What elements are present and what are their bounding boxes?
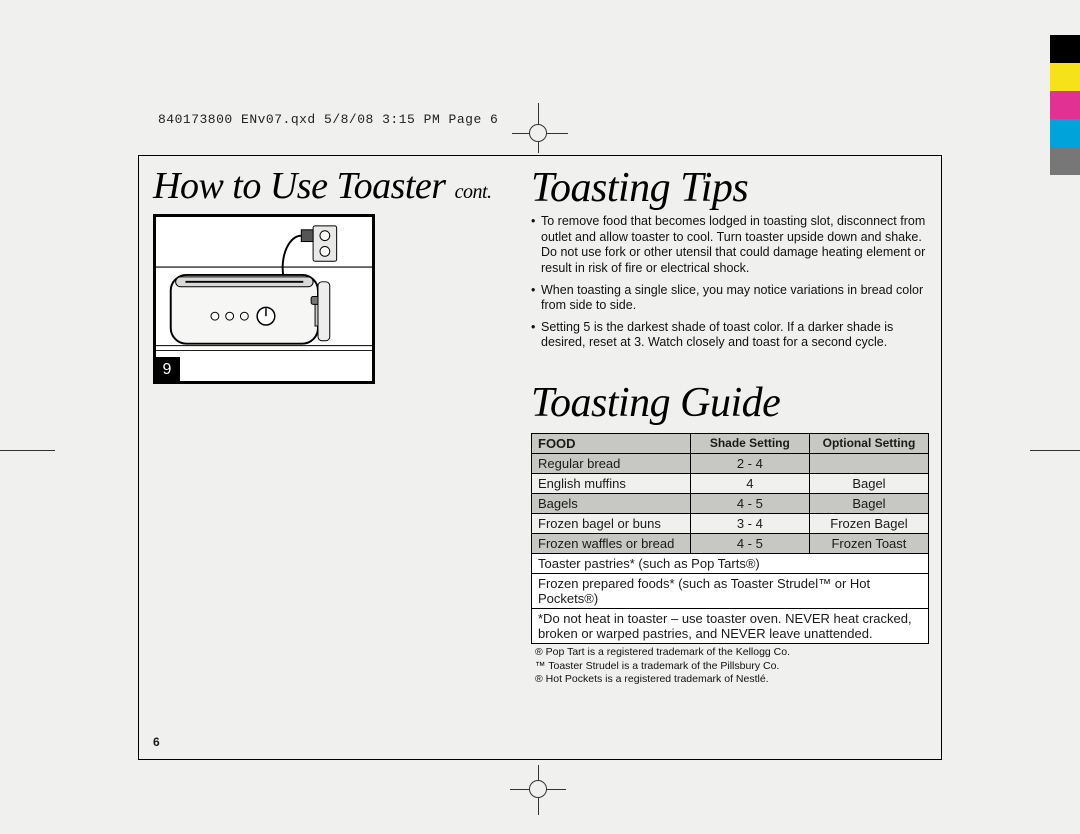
cell-food: Bagels <box>532 494 691 514</box>
tip-item: •Setting 5 is the darkest shade of toast… <box>531 320 929 351</box>
table-row: Frozen prepared foods* (such as Toaster … <box>532 574 929 609</box>
cell-shade: 4 <box>690 474 809 494</box>
cell-food: Frozen bagel or buns <box>532 514 691 534</box>
table-row: *Do not heat in toaster – use toaster ov… <box>532 609 929 644</box>
section-title-how-to-use: How to Use Toaster cont. <box>153 164 523 208</box>
col-header-shade: Shade Setting <box>690 434 809 454</box>
footnotes: ® Pop Tart is a registered trademark of … <box>531 646 929 687</box>
footnote: ™ Toaster Strudel is a trademark of the … <box>535 660 929 674</box>
swatch <box>1050 91 1080 119</box>
table-row: English muffins 4 Bagel <box>532 474 929 494</box>
cell-opt: Bagel <box>809 474 928 494</box>
cell-food: Frozen waffles or bread <box>532 534 691 554</box>
table-row: Frozen waffles or bread 4 - 5 Frozen Toa… <box>532 534 929 554</box>
figure-box: 9 <box>153 214 375 384</box>
tip-text: To remove food that becomes lodged in to… <box>541 214 929 277</box>
footnote: ® Pop Tart is a registered trademark of … <box>535 646 929 660</box>
span-note: *Do not heat in toaster – use toaster ov… <box>532 609 929 644</box>
left-column: How to Use Toaster cont. <box>153 164 523 384</box>
cell-opt <box>809 454 928 474</box>
tip-item: •When toasting a single slice, you may n… <box>531 283 929 314</box>
page-number: 6 <box>153 735 160 749</box>
footnote: ® Hot Pockets is a registered trademark … <box>535 673 929 687</box>
cell-opt: Frozen Toast <box>809 534 928 554</box>
page-frame: How to Use Toaster cont. <box>138 155 942 760</box>
col-header-food: FOOD <box>532 434 691 454</box>
swatch <box>1050 63 1080 91</box>
print-file-header: 840173800 ENv07.qxd 5/8/08 3:15 PM Page … <box>158 112 498 127</box>
span-note: Frozen prepared foods* (such as Toaster … <box>532 574 929 609</box>
tip-text: When toasting a single slice, you may no… <box>541 283 929 314</box>
section-title-tips: Toasting Tips <box>531 164 929 212</box>
cell-food: English muffins <box>532 474 691 494</box>
figure-number-label: 9 <box>154 357 180 383</box>
cell-opt: Bagel <box>809 494 928 514</box>
tip-text: Setting 5 is the darkest shade of toast … <box>541 320 929 351</box>
swatch <box>1050 119 1080 147</box>
table-row: Bagels 4 - 5 Bagel <box>532 494 929 514</box>
crop-mark-top <box>529 124 547 142</box>
cell-shade: 3 - 4 <box>690 514 809 534</box>
right-column: Toasting Tips •To remove food that becom… <box>531 164 929 687</box>
title-text: How to Use Toaster <box>153 165 455 207</box>
table-row: Toaster pastries* (such as Pop Tarts®) <box>532 554 929 574</box>
section-title-guide: Toasting Guide <box>531 379 929 427</box>
crop-mark-left <box>0 450 55 451</box>
swatch <box>1050 35 1080 63</box>
cell-shade: 4 - 5 <box>690 534 809 554</box>
title-cont: cont. <box>455 181 492 203</box>
cell-food: Regular bread <box>532 454 691 474</box>
col-header-optional: Optional Setting <box>809 434 928 454</box>
cell-shade: 2 - 4 <box>690 454 809 474</box>
tip-item: •To remove food that becomes lodged in t… <box>531 214 929 277</box>
cell-shade: 4 - 5 <box>690 494 809 514</box>
toasting-guide-table: FOOD Shade Setting Optional Setting Regu… <box>531 433 929 644</box>
toaster-illustration <box>156 217 372 381</box>
crop-mark-right <box>1030 450 1080 451</box>
span-note: Toaster pastries* (such as Pop Tarts®) <box>532 554 929 574</box>
color-calibration-bar <box>1030 35 1080 175</box>
table-header-row: FOOD Shade Setting Optional Setting <box>532 434 929 454</box>
swatch <box>1050 147 1080 175</box>
cell-opt: Frozen Bagel <box>809 514 928 534</box>
table-row: Regular bread 2 - 4 <box>532 454 929 474</box>
tips-list: •To remove food that becomes lodged in t… <box>531 214 929 351</box>
table-row: Frozen bagel or buns 3 - 4 Frozen Bagel <box>532 514 929 534</box>
